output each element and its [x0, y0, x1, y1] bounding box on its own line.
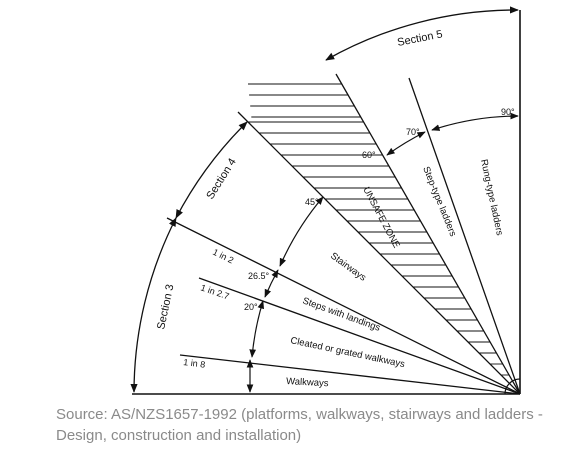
section-5-arc	[325, 6, 519, 61]
line-60-deg	[335, 73, 521, 395]
angle-26-5-label: 26.5°	[248, 271, 270, 281]
line-45-deg	[237, 111, 521, 395]
gradient-1-in-2-7-label: 1 in 2.7	[199, 282, 230, 301]
walkways-label: Walkways	[286, 376, 329, 389]
angle-45-arc	[279, 196, 324, 267]
angle-70-90-arc	[431, 112, 519, 131]
section-4-label: Section 4	[204, 156, 238, 201]
section-3-arc	[130, 217, 177, 393]
angle-90-label: 90°	[501, 107, 515, 117]
angle-45-label: 45°	[305, 197, 319, 207]
unsafe-zone-hatching	[248, 83, 510, 376]
line-1-in-2-7	[198, 277, 521, 395]
cleated-walkways-label: Cleated or grated walkways	[289, 335, 406, 370]
gradient-1-in-8-label: 1 in 8	[183, 357, 206, 370]
line-1-in-2	[166, 217, 521, 395]
section-4-arc	[175, 121, 248, 219]
steps-with-landings-label: Steps with landings	[301, 295, 382, 333]
section-3-label: Section 3	[155, 283, 176, 330]
line-1-in-8	[179, 354, 521, 395]
origin-arc	[504, 378, 521, 395]
angle-70-label: 70°	[406, 127, 420, 137]
angle-26-5-arc	[264, 269, 279, 298]
angle-60-70-arc	[386, 131, 426, 156]
angle-20-arc	[249, 300, 265, 358]
angle-60-label: 60°	[362, 150, 376, 160]
stairways-label: Stairways	[328, 251, 368, 284]
line-70-deg	[408, 77, 521, 395]
angle-20-label: 20°	[244, 302, 258, 312]
source-caption: Source: AS/NZS1657-1992 (platforms, walk…	[56, 406, 543, 444]
section-5-label: Section 5	[396, 28, 443, 49]
rung-type-ladders-label: Rung-type ladders	[478, 158, 505, 236]
